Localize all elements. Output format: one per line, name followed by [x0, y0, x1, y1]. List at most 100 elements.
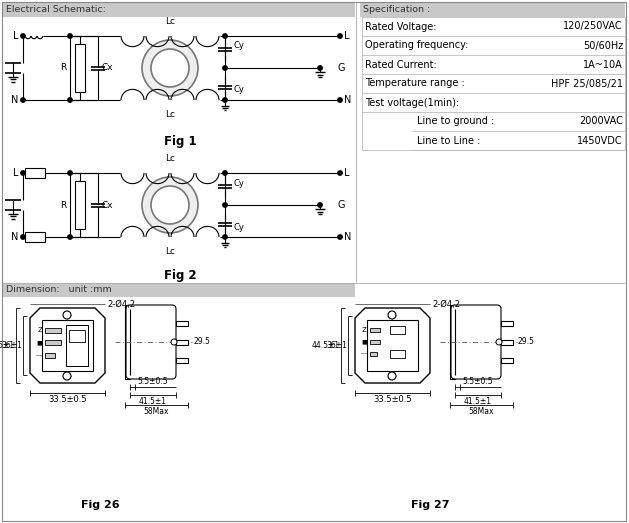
Text: Lc: Lc: [165, 154, 175, 163]
Text: 2000VAC: 2000VAC: [579, 117, 623, 127]
Text: ■: ■: [361, 339, 367, 345]
Text: Cx: Cx: [102, 200, 114, 210]
Circle shape: [388, 372, 396, 380]
Bar: [130, 309, 140, 375]
Text: R: R: [60, 63, 66, 73]
Text: Fig 2: Fig 2: [164, 268, 196, 281]
Circle shape: [223, 98, 227, 102]
Circle shape: [223, 171, 227, 175]
Circle shape: [223, 66, 227, 70]
Bar: [45, 340, 61, 345]
Text: 5.5±0.5: 5.5±0.5: [462, 377, 493, 385]
Circle shape: [338, 171, 342, 175]
Text: ―: ―: [36, 353, 42, 358]
Text: R: R: [60, 200, 66, 210]
Text: 2-Ø4,2: 2-Ø4,2: [432, 300, 460, 309]
Text: Lc: Lc: [165, 247, 175, 256]
Circle shape: [68, 34, 72, 38]
Text: 29.5: 29.5: [193, 337, 210, 347]
Text: 2-Ø4,2: 2-Ø4,2: [107, 300, 135, 309]
Text: 36±1: 36±1: [1, 341, 22, 350]
Text: Z: Z: [362, 327, 367, 333]
Text: 33.5±0.5: 33.5±0.5: [48, 394, 87, 404]
Bar: [501, 339, 513, 345]
Bar: [25, 168, 45, 178]
Circle shape: [68, 171, 72, 175]
Text: 58Max: 58Max: [144, 406, 169, 415]
Text: 1450VDC: 1450VDC: [577, 135, 623, 145]
Bar: [25, 232, 45, 242]
Circle shape: [318, 66, 322, 70]
Text: Rated Current:: Rated Current:: [365, 60, 437, 70]
Bar: [42, 320, 93, 371]
Circle shape: [338, 235, 342, 239]
Circle shape: [338, 34, 342, 38]
Text: Fig 1: Fig 1: [164, 135, 196, 149]
Bar: [75, 44, 85, 92]
Text: ■: ■: [36, 340, 42, 345]
Circle shape: [68, 98, 72, 102]
Text: 33.5±0.5: 33.5±0.5: [373, 394, 412, 404]
Bar: [66, 325, 88, 366]
Bar: [501, 321, 513, 326]
Circle shape: [496, 339, 502, 345]
Circle shape: [151, 49, 189, 87]
Circle shape: [21, 98, 25, 102]
Text: Fig 26: Fig 26: [81, 500, 120, 510]
Bar: [45, 328, 61, 333]
Text: Test voltage(1min):: Test voltage(1min):: [365, 97, 459, 108]
FancyBboxPatch shape: [451, 305, 501, 379]
Circle shape: [388, 311, 396, 319]
Bar: [450, 305, 455, 379]
Text: N: N: [11, 95, 18, 105]
Bar: [370, 340, 380, 344]
Polygon shape: [355, 308, 430, 383]
Circle shape: [68, 235, 72, 239]
Circle shape: [142, 40, 198, 96]
Bar: [176, 321, 188, 326]
Text: Line to ground :: Line to ground :: [417, 117, 494, 127]
Text: 58Max: 58Max: [469, 406, 494, 415]
Bar: [3, 2, 355, 17]
Text: Cx: Cx: [102, 63, 114, 73]
Text: Fig 27: Fig 27: [411, 500, 449, 510]
Bar: [367, 320, 418, 371]
Text: Cy: Cy: [233, 41, 244, 51]
Text: Cy: Cy: [233, 85, 244, 95]
Text: Lc: Lc: [165, 110, 175, 119]
Bar: [370, 328, 380, 332]
Bar: [176, 339, 188, 345]
Text: L: L: [13, 31, 18, 41]
Circle shape: [223, 203, 227, 207]
Text: Temperature range :: Temperature range :: [365, 78, 465, 88]
Text: 29.5: 29.5: [518, 337, 535, 347]
Circle shape: [223, 34, 227, 38]
Text: Lc: Lc: [165, 17, 175, 26]
Circle shape: [21, 235, 25, 239]
Circle shape: [171, 339, 177, 345]
Bar: [75, 181, 85, 229]
Circle shape: [63, 311, 71, 319]
Circle shape: [151, 186, 189, 224]
Bar: [370, 352, 377, 356]
Bar: [176, 358, 188, 363]
Bar: [362, 17, 625, 150]
Text: ―: ―: [361, 351, 367, 357]
Text: L: L: [344, 31, 350, 41]
Text: L: L: [13, 168, 18, 178]
Text: HPF 25/085/21: HPF 25/085/21: [551, 78, 623, 88]
Text: N: N: [344, 95, 352, 105]
Bar: [390, 350, 405, 358]
Text: N: N: [11, 232, 18, 242]
Bar: [125, 305, 130, 379]
Text: 50/60Hz: 50/60Hz: [582, 40, 623, 51]
Text: 120/250VAC: 120/250VAC: [564, 21, 623, 31]
Text: 41.5±1: 41.5±1: [464, 396, 492, 405]
Circle shape: [318, 203, 322, 207]
Text: N: N: [344, 232, 352, 242]
Text: Rated Voltage:: Rated Voltage:: [365, 21, 437, 31]
Bar: [390, 326, 405, 334]
Text: L: L: [344, 168, 350, 178]
Bar: [45, 353, 55, 358]
Text: G: G: [338, 200, 345, 210]
